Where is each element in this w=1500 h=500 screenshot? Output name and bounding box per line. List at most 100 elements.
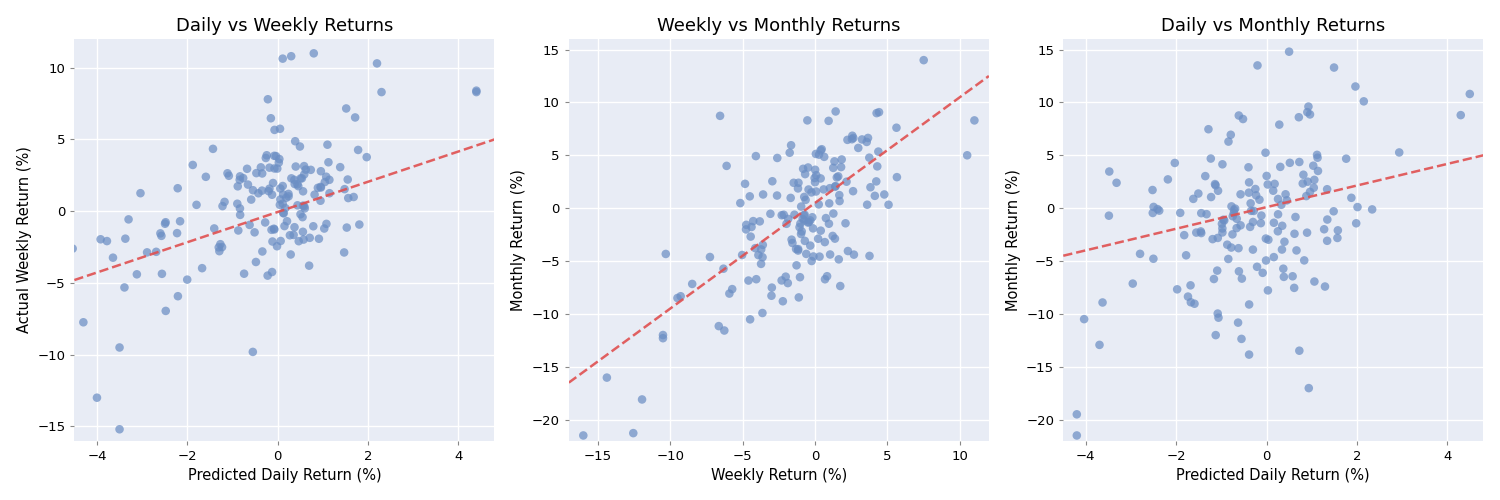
Point	[744, 244, 768, 252]
Point	[1360, 206, 1384, 214]
Point	[786, 179, 810, 187]
Point	[824, 108, 848, 116]
Point	[1250, 219, 1274, 227]
Point	[777, 148, 801, 156]
Point	[842, 250, 866, 258]
Point	[1449, 111, 1473, 119]
Point	[796, 164, 820, 172]
Point	[1088, 341, 1112, 349]
Point	[810, 145, 834, 153]
Point	[1140, 186, 1164, 194]
Point	[1198, 193, 1222, 201]
Point	[788, 223, 812, 231]
Point	[666, 294, 690, 302]
Point	[1238, 350, 1262, 358]
Point	[798, 242, 822, 250]
Point	[1282, 230, 1306, 238]
Point	[270, 182, 294, 190]
Point	[808, 226, 832, 234]
Point	[867, 108, 891, 116]
Point	[334, 104, 358, 112]
Point	[256, 96, 280, 104]
Point	[135, 248, 159, 256]
Point	[794, 170, 818, 178]
Point	[1190, 229, 1214, 237]
Point	[752, 241, 776, 249]
Point	[243, 228, 267, 236]
Point	[124, 270, 148, 278]
Point	[254, 154, 278, 162]
Point	[1228, 190, 1252, 198]
Point	[1142, 203, 1166, 211]
Point	[714, 162, 738, 170]
Point	[654, 250, 678, 258]
Point	[291, 236, 315, 244]
Point	[822, 210, 846, 218]
Point	[738, 316, 762, 324]
Point	[273, 222, 297, 230]
Point	[1041, 186, 1065, 194]
Point	[354, 153, 378, 161]
Point	[1228, 222, 1252, 230]
Point	[717, 290, 741, 298]
Point	[1262, 219, 1286, 227]
Point	[1210, 220, 1234, 228]
Point	[117, 216, 141, 224]
Point	[256, 187, 280, 195]
Point	[752, 190, 776, 198]
Point	[842, 134, 866, 142]
Point	[788, 273, 812, 281]
Point	[1204, 266, 1228, 274]
Point	[1248, 196, 1272, 203]
Point	[260, 114, 284, 122]
Point	[255, 152, 279, 160]
Point	[807, 252, 831, 260]
Point	[734, 180, 758, 188]
Point	[213, 198, 237, 206]
Point	[228, 211, 252, 219]
Point	[784, 245, 808, 253]
Point	[249, 164, 273, 172]
Point	[698, 253, 721, 261]
Point	[1302, 278, 1326, 285]
Point	[272, 190, 296, 198]
Point	[669, 292, 693, 300]
Point	[279, 250, 303, 258]
Point	[798, 216, 822, 224]
Point	[216, 170, 240, 177]
Point	[1216, 138, 1240, 145]
Point	[830, 163, 854, 171]
Point	[1238, 188, 1262, 196]
Point	[1340, 194, 1364, 202]
Point	[306, 184, 330, 192]
Point	[1198, 154, 1222, 162]
Point	[246, 190, 270, 198]
Point	[166, 292, 190, 300]
Point	[834, 178, 858, 186]
Point	[302, 50, 326, 58]
Point	[465, 86, 489, 94]
Point	[251, 170, 274, 177]
Point	[242, 186, 266, 194]
Point	[1276, 48, 1300, 56]
Point	[332, 248, 356, 256]
Point	[294, 166, 318, 173]
Point	[1162, 159, 1186, 167]
Y-axis label: Monthly Return (%): Monthly Return (%)	[512, 169, 526, 311]
Point	[1203, 180, 1227, 188]
Point	[1104, 179, 1128, 187]
Point	[260, 268, 284, 276]
Point	[1268, 120, 1292, 128]
Point	[720, 285, 744, 293]
Point	[1215, 240, 1239, 248]
Point	[800, 188, 824, 196]
Point	[266, 242, 290, 250]
Point	[776, 215, 800, 223]
Point	[165, 229, 189, 237]
Point	[288, 174, 312, 182]
Point	[194, 173, 217, 181]
Point	[774, 220, 798, 228]
Point	[1238, 223, 1262, 231]
Point	[258, 164, 282, 172]
Point	[856, 134, 880, 142]
